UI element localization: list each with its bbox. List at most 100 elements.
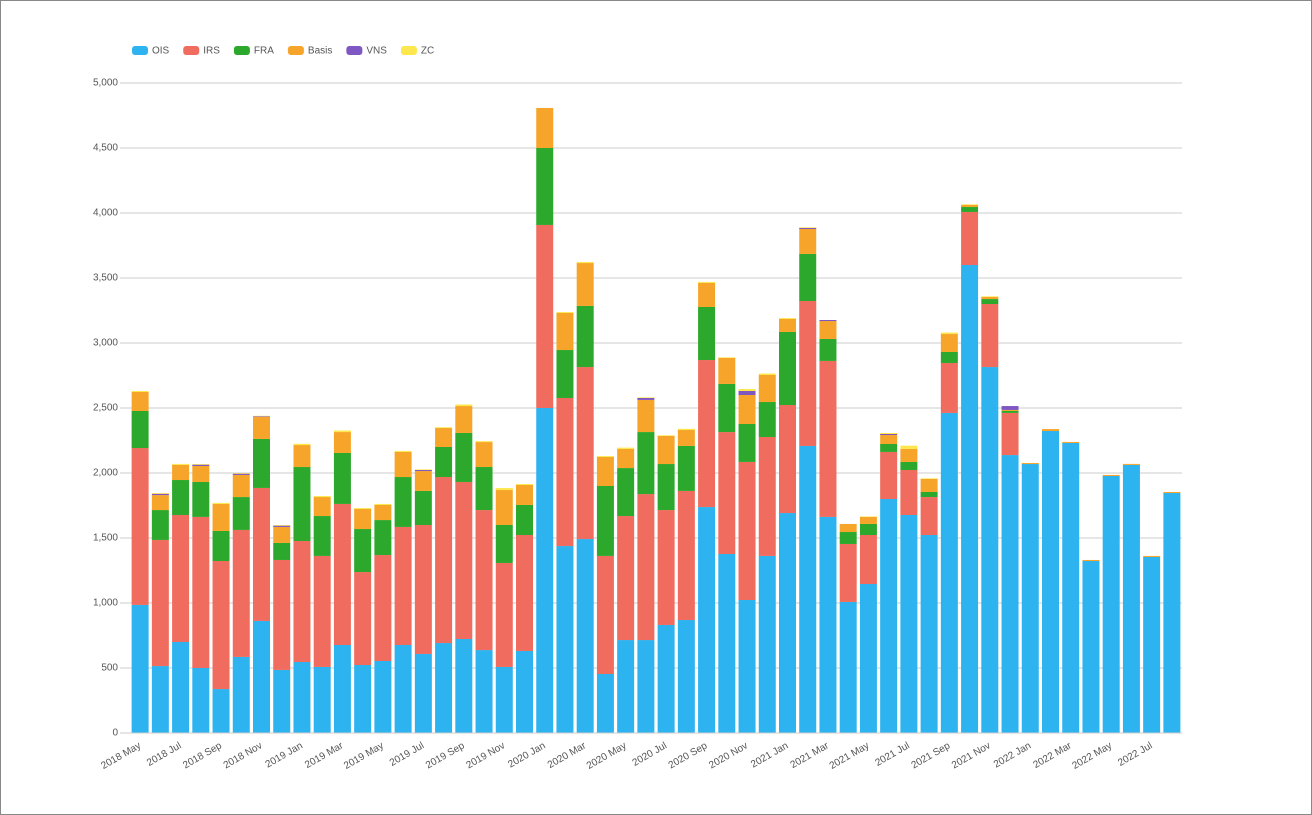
bar-segment — [718, 553, 736, 733]
bar-segment — [516, 650, 533, 733]
bar-segment — [151, 495, 169, 511]
bar-segment — [940, 363, 958, 413]
bar-segment — [313, 666, 331, 733]
bar-segment — [738, 389, 756, 391]
bar-segment — [414, 471, 432, 491]
bar-segment — [232, 473, 250, 474]
bar-segment — [839, 523, 857, 533]
bar-segment — [212, 503, 230, 531]
y-tick-label: 3,000 — [93, 338, 118, 349]
bar-segment — [1143, 556, 1161, 733]
bar-segment — [637, 397, 655, 400]
bar-segment — [940, 334, 958, 352]
bar-segment — [172, 463, 190, 465]
bar-segment — [657, 624, 675, 733]
bar-segment — [293, 662, 311, 733]
bar-segment — [455, 406, 473, 433]
bar-segment — [414, 469, 432, 471]
bar-segment — [253, 416, 270, 439]
bar-segment — [333, 503, 351, 645]
bar-segment — [435, 643, 453, 733]
bar-segment — [799, 445, 817, 733]
bar-segment — [273, 525, 291, 527]
y-tick-label: 500 — [101, 663, 118, 674]
bar-segment — [859, 584, 877, 733]
bar-segment — [172, 464, 190, 481]
bar-segment — [981, 296, 999, 300]
bar-segment — [374, 660, 392, 733]
bar-segment — [293, 540, 311, 663]
bar-segment — [657, 435, 675, 436]
bar-segment — [799, 227, 817, 228]
bar-segment — [1001, 409, 1019, 411]
bar-segment — [758, 373, 776, 375]
bar-segment — [880, 435, 898, 445]
bar-segment — [495, 490, 513, 525]
bar-segment — [212, 689, 230, 733]
bar-segment — [192, 516, 210, 668]
bar-segment — [677, 490, 695, 621]
bar-segment — [192, 668, 210, 733]
bar-segment — [253, 416, 270, 417]
bar-segment — [961, 204, 979, 208]
bar-segment — [799, 301, 817, 446]
bar-segment — [698, 507, 716, 733]
bar-segment — [657, 510, 675, 625]
bar-segment — [698, 282, 716, 307]
legend-label: VNS — [366, 46, 387, 57]
bar-segment — [475, 441, 493, 443]
bar-segment — [455, 432, 473, 482]
bar-segment — [1042, 431, 1059, 733]
bar-segment — [1102, 475, 1120, 733]
bar-segment — [819, 338, 837, 361]
bar-segment — [859, 523, 877, 536]
bar-segment — [1062, 441, 1080, 443]
bar-segment — [738, 461, 756, 601]
bar-segment — [981, 296, 999, 297]
bar-segment — [172, 480, 190, 515]
bar-segment — [880, 434, 898, 436]
bar-segment — [253, 487, 270, 621]
bar-segment — [1163, 493, 1181, 733]
bar-segment — [293, 443, 311, 446]
bar-segment — [677, 620, 695, 733]
bar-segment — [1001, 455, 1019, 733]
bar-segment — [799, 253, 817, 302]
bar-segment — [859, 516, 877, 517]
bar-segment — [718, 357, 736, 358]
bar-segment — [718, 383, 736, 433]
bar-segment — [273, 542, 291, 560]
bar-segment — [516, 535, 533, 651]
bar-segment — [131, 604, 149, 733]
bar-segment — [495, 525, 513, 563]
y-tick-label: 2,000 — [93, 468, 118, 479]
bar-segment — [333, 644, 351, 733]
bar-segment — [758, 436, 776, 556]
bar-segment — [1122, 464, 1140, 733]
y-tick-label: 5,000 — [93, 78, 118, 89]
bar-segment — [536, 148, 554, 225]
bar-segment — [475, 510, 493, 651]
bar-segment — [637, 640, 655, 733]
bar-segment — [1001, 406, 1019, 410]
bar-segment — [495, 488, 513, 491]
bar-segment — [1062, 442, 1080, 733]
bar-segment — [880, 499, 898, 733]
bar-segment — [981, 367, 999, 733]
bar-segment — [394, 526, 412, 645]
bar-segment — [819, 516, 837, 733]
bar-segment — [354, 509, 372, 530]
bar-segment — [698, 281, 716, 283]
legend-swatch — [400, 46, 417, 55]
bar-segment — [738, 390, 756, 395]
bar-segment — [617, 640, 635, 733]
bar-segment — [920, 478, 938, 492]
bar-segment — [576, 305, 594, 368]
bar-segment — [333, 432, 351, 453]
bar-segment — [394, 451, 412, 478]
bar-segment — [799, 227, 817, 229]
bar-segment — [151, 666, 169, 733]
bar-segment — [718, 357, 736, 384]
y-tick-label: 4,000 — [93, 208, 118, 219]
